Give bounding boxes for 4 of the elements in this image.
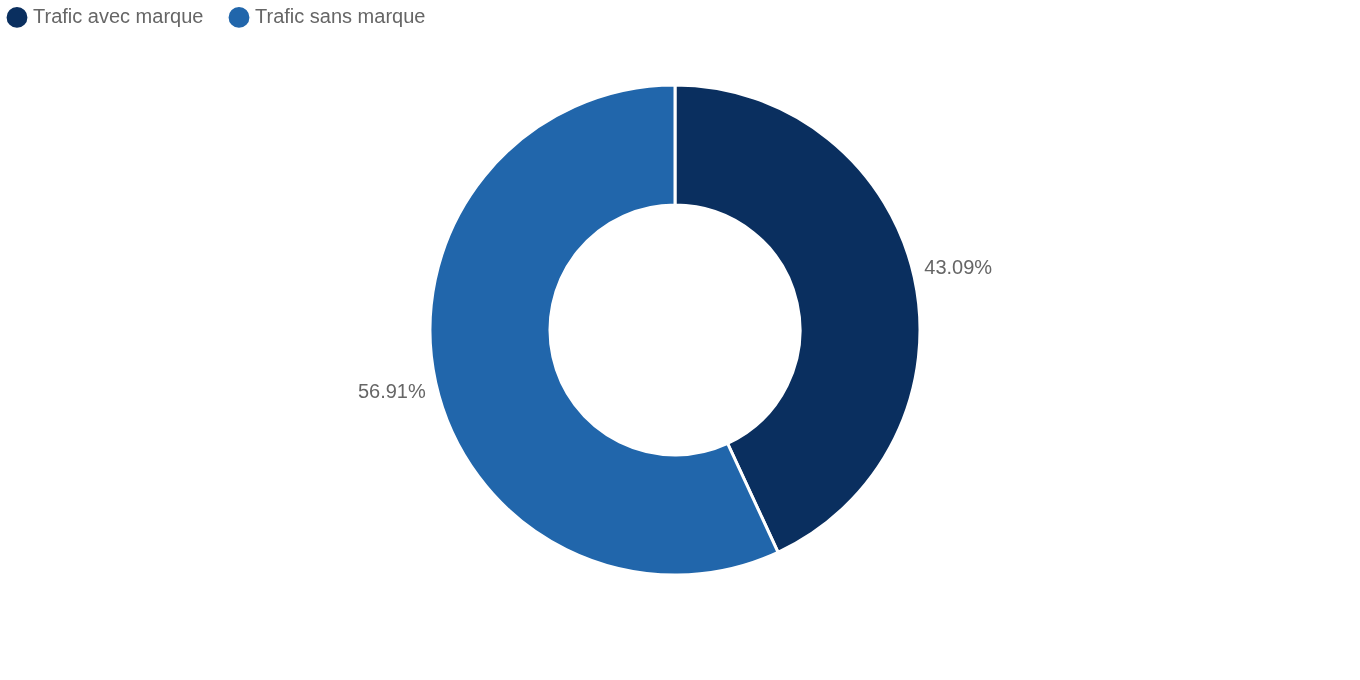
- data-label: 43.09%: [924, 255, 993, 278]
- legend-label: Trafic sans marque: [255, 5, 426, 28]
- legend-label: Trafic avec marque: [33, 5, 204, 28]
- data-label: 56.91%: [357, 380, 426, 403]
